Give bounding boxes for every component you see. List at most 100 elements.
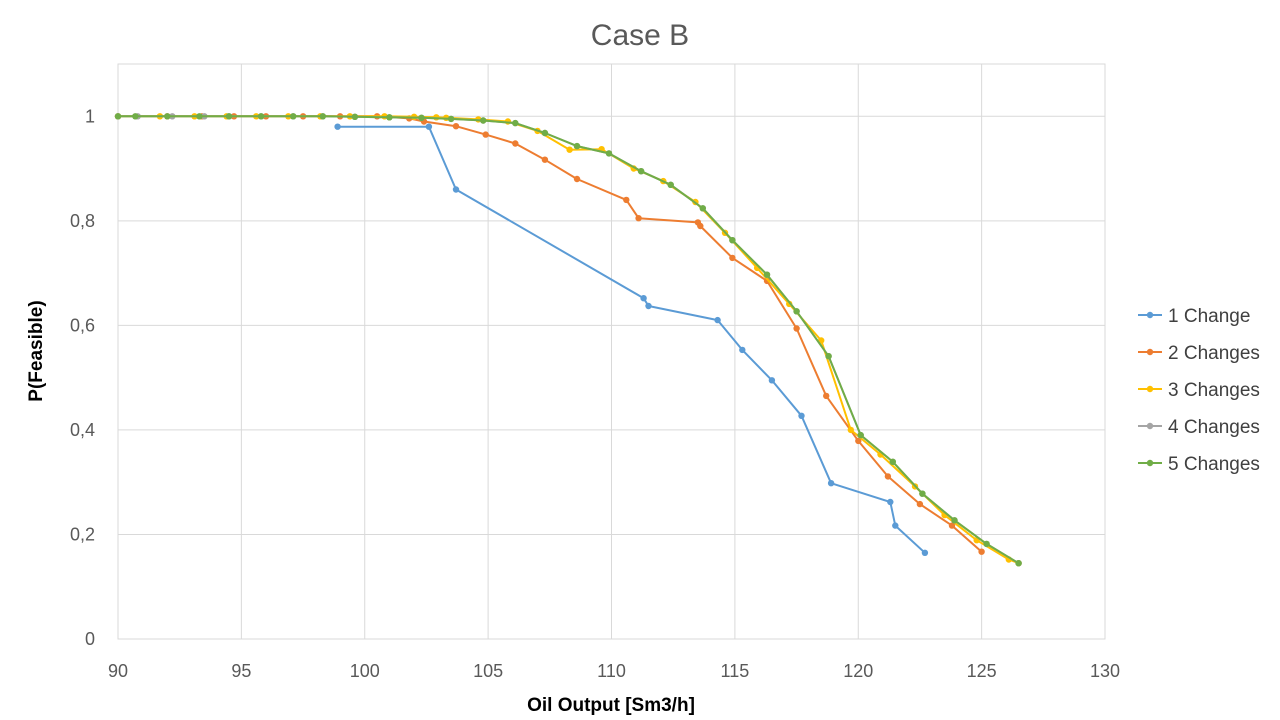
y-axis-tick-labels: 0 0,2 0,4 0,6 0,8 1 xyxy=(70,106,95,649)
legend-item: 5 Changes xyxy=(1138,454,1260,475)
data-point xyxy=(447,115,455,123)
legend-label: 4 Changes xyxy=(1168,417,1260,438)
series-line xyxy=(118,115,983,553)
y-tick-label: 1 xyxy=(85,106,95,126)
data-point xyxy=(921,549,929,556)
grid-lines xyxy=(117,63,1106,640)
data-point xyxy=(512,140,519,147)
legend-marker xyxy=(1146,348,1154,356)
x-tick-label: 95 xyxy=(231,661,251,681)
legend-marker xyxy=(1146,422,1154,430)
data-point xyxy=(566,146,573,153)
legend-marker xyxy=(1146,459,1154,467)
data-point xyxy=(114,113,122,120)
legend-item: 1 Change xyxy=(1138,306,1250,327)
series-5 xyxy=(114,113,1022,567)
data-point xyxy=(164,113,171,120)
data-point xyxy=(889,458,896,465)
series-layer xyxy=(114,113,1022,567)
data-point xyxy=(763,271,771,278)
data-point xyxy=(573,175,581,183)
data-point xyxy=(541,156,549,163)
legend-label: 3 Changes xyxy=(1168,380,1260,401)
y-tick-label: 0,4 xyxy=(70,420,95,440)
data-point xyxy=(132,113,139,120)
data-point xyxy=(334,123,341,130)
data-point xyxy=(425,123,433,130)
data-point xyxy=(225,113,233,120)
data-point xyxy=(768,377,776,384)
data-point xyxy=(699,205,706,212)
data-point xyxy=(697,222,704,230)
data-point xyxy=(319,113,326,120)
y-tick-label: 0,8 xyxy=(70,211,95,231)
data-point xyxy=(512,119,519,127)
data-point xyxy=(793,308,800,315)
legend-marker xyxy=(1146,385,1154,393)
x-tick-label: 115 xyxy=(721,661,750,681)
series-line xyxy=(337,125,926,554)
x-tick-label: 90 xyxy=(108,661,128,681)
data-point xyxy=(573,142,581,150)
data-point xyxy=(640,295,647,302)
data-point xyxy=(635,215,642,222)
data-point xyxy=(196,113,203,120)
data-point xyxy=(798,412,805,419)
series-4 xyxy=(114,113,1022,567)
data-point xyxy=(919,490,926,497)
data-point xyxy=(857,431,864,439)
data-point xyxy=(480,117,487,124)
data-point xyxy=(916,500,924,508)
data-point xyxy=(452,123,460,130)
data-point xyxy=(855,437,862,445)
data-point xyxy=(351,113,359,121)
series-line xyxy=(118,115,1020,565)
legend-label: 2 Changes xyxy=(1168,343,1260,364)
data-point xyxy=(645,302,652,310)
data-point xyxy=(482,131,489,138)
x-tick-label: 110 xyxy=(597,661,626,681)
data-point xyxy=(825,353,832,360)
data-point xyxy=(729,254,736,262)
series-1 xyxy=(334,123,929,556)
data-point xyxy=(257,113,265,120)
data-point xyxy=(884,473,892,480)
legend-label: 5 Changes xyxy=(1168,454,1260,475)
series-line xyxy=(118,115,1019,565)
data-point xyxy=(637,168,645,175)
chart-legend: 1 Change 2 Changes 3 Changes 4 Changes 5 Cha… xyxy=(1138,306,1260,475)
data-point xyxy=(667,181,674,188)
x-tick-label: 105 xyxy=(473,661,503,681)
data-point xyxy=(386,114,393,121)
legend-item: 4 Changes xyxy=(1138,417,1260,438)
data-point xyxy=(290,113,297,120)
data-point xyxy=(827,480,835,487)
series-3 xyxy=(114,113,1022,567)
series-2 xyxy=(114,113,985,555)
data-point xyxy=(823,392,830,400)
x-tick-label: 100 xyxy=(350,661,380,681)
data-point xyxy=(739,346,746,354)
y-tick-label: 0,6 xyxy=(70,315,95,335)
x-tick-label: 130 xyxy=(1090,661,1120,681)
legend-item: 3 Changes xyxy=(1138,380,1260,401)
legend-marker xyxy=(1146,311,1154,319)
x-axis-title: Oil Output [Sm3/h] xyxy=(527,695,695,716)
data-point xyxy=(887,498,894,506)
data-point xyxy=(951,517,958,524)
data-point xyxy=(605,150,613,157)
y-tick-label: 0 xyxy=(85,629,95,649)
y-tick-label: 0,2 xyxy=(70,524,95,544)
data-point xyxy=(714,316,721,324)
data-point xyxy=(978,548,985,555)
x-tick-label: 125 xyxy=(967,661,997,681)
data-point xyxy=(418,114,425,122)
data-point xyxy=(892,522,899,529)
data-point xyxy=(948,522,956,529)
data-point xyxy=(452,186,460,193)
data-point xyxy=(983,540,990,548)
series-line xyxy=(118,115,1020,565)
chart-title: Case B xyxy=(591,19,689,52)
